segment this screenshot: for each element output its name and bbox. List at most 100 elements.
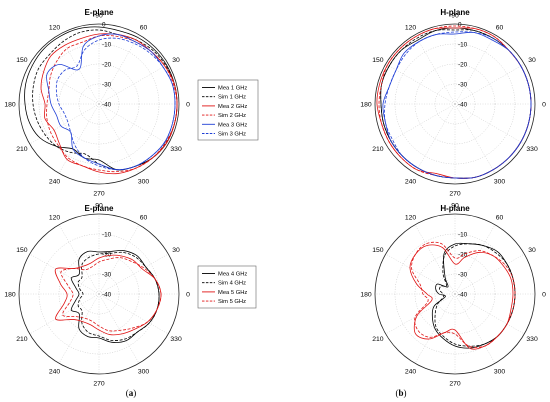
plot-title: H-plane — [440, 204, 470, 213]
angle-tick-label: 270 — [449, 380, 461, 387]
radial-tick-label: 0 — [102, 21, 106, 28]
radial-tick-label: -40 — [458, 291, 468, 298]
radial-tick-label: -30 — [458, 81, 468, 88]
series-line-sim-4-ghz — [434, 243, 516, 347]
angle-tick-label: 270 — [449, 190, 461, 197]
radial-tick-label: -10 — [102, 41, 112, 48]
legend-label: Mea 4 GHz — [218, 272, 247, 278]
legend: Mea 1 GHz Sim 1 GHz Mea 2 GHz Sim 2 GHz Mea … — [197, 79, 259, 141]
angle-tick-label: 0 — [186, 101, 190, 108]
polar-spoke — [98, 293, 169, 335]
series-line-sim-3-ghz — [384, 31, 532, 179]
polar-spoke — [454, 63, 525, 105]
polar-spoke — [454, 293, 525, 335]
legend-label: Sim 3 GHz — [218, 132, 246, 138]
series-line-mea-3-ghz — [46, 33, 176, 171]
legend-label: Sim 1 GHz — [218, 95, 246, 101]
polar-spoke — [385, 103, 456, 145]
polar-spoke — [454, 293, 496, 364]
subfigure-label-a: (a) — [126, 388, 137, 398]
angle-tick-label: 300 — [494, 368, 506, 375]
polar-spoke — [98, 34, 140, 105]
polar-spoke — [454, 103, 496, 174]
polar-spoke — [414, 34, 456, 105]
angle-tick-label: 150 — [16, 247, 28, 254]
angle-tick-labels: 0 30 60 90 120 150 180 210 240 270 300 330 — [4, 12, 190, 197]
series-line-sim-3-ghz — [55, 37, 176, 171]
radial-tick-label: -10 — [102, 231, 112, 238]
radial-tick-label: -40 — [102, 291, 112, 298]
angle-tick-labels: 0 30 60 90 120 150 180 210 240 270 300 330 — [360, 202, 546, 387]
series-curves — [24, 26, 178, 175]
radial-tick-labels: 0 -10 -20 -30 -40 — [458, 21, 468, 108]
polar-spoke — [29, 293, 100, 335]
angle-tick-label: 330 — [170, 336, 182, 343]
polar-grid — [18, 213, 180, 375]
polar-spoke — [454, 103, 525, 145]
angle-tick-label: 150 — [372, 247, 384, 254]
radial-tick-label: -40 — [458, 101, 468, 108]
polar-spoke — [414, 224, 456, 295]
angle-tick-label: 180 — [4, 101, 16, 108]
series-curves — [409, 241, 516, 350]
angle-tick-label: 270 — [93, 190, 105, 197]
polar-plot-h-plane-low-bands: H-plane 0306090120150180210240270300330 … — [360, 8, 546, 197]
angle-tick-label: 120 — [49, 214, 61, 221]
series-curves — [376, 25, 532, 179]
angle-tick-label: 150 — [372, 57, 384, 64]
polar-spoke — [98, 293, 140, 364]
radial-tick-labels: 0 -10 -20 -30 -40 — [102, 21, 112, 108]
angle-tick-label: 120 — [49, 24, 61, 31]
angle-tick-label: 30 — [172, 247, 180, 254]
angle-tick-label: 330 — [170, 146, 182, 153]
legend-label: Mea 1 GHz — [218, 86, 247, 92]
series-line-sim-5-ghz — [60, 257, 162, 332]
radial-tick-label: -40 — [102, 101, 112, 108]
polar-outer-ring — [18, 213, 180, 375]
polar-plot-e-plane-high-bands: E-plane 0306090120150180210240270300330 … — [4, 202, 257, 387]
angle-tick-label: 90 — [451, 202, 459, 209]
radial-tick-label: -30 — [102, 81, 112, 88]
radial-tick-label: -20 — [102, 61, 112, 68]
angle-tick-label: 300 — [494, 178, 506, 185]
polar-spoke — [29, 253, 100, 295]
angle-tick-label: 60 — [496, 24, 504, 31]
legend-box — [197, 79, 259, 141]
polar-plot-e-plane-low-bands: E-plane 0306090120150180210240270300330 … — [4, 8, 259, 197]
polar-spoke — [454, 224, 496, 295]
angle-tick-label: 270 — [93, 380, 105, 387]
angle-tick-label: 150 — [16, 57, 28, 64]
polar-spoke — [98, 103, 169, 145]
polar-spoke — [98, 253, 169, 295]
radial-tick-labels: -10 -20 -30 -40 — [102, 231, 112, 298]
angle-tick-label: 60 — [140, 24, 148, 31]
series-line-mea-1-ghz — [380, 27, 532, 179]
subfigure-label-b: (b) — [395, 388, 406, 398]
plot-title: H-plane — [440, 8, 470, 17]
angle-tick-label: 90 — [95, 202, 103, 209]
polar-outer-ring — [374, 23, 536, 185]
plot-title: E-plane — [85, 8, 114, 17]
angle-tick-label: 60 — [140, 214, 148, 221]
legend-label: Mea 3 GHz — [218, 122, 247, 128]
angle-tick-labels: 0 30 60 90 120 150 180 210 240 270 300 330 — [360, 12, 546, 197]
angle-tick-label: 120 — [405, 24, 417, 31]
angle-tick-label: 30 — [528, 57, 536, 64]
series-line-mea-5-ghz — [54, 254, 162, 336]
polar-spoke — [29, 103, 100, 145]
angle-tick-label: 180 — [4, 291, 16, 298]
polar-spoke — [385, 293, 456, 335]
angle-tick-label: 300 — [138, 178, 150, 185]
radial-tick-label: -30 — [458, 271, 468, 278]
polar-spoke — [414, 103, 456, 174]
angle-tick-label: 30 — [528, 247, 536, 254]
polar-spoke — [385, 63, 456, 105]
angle-tick-label: 240 — [405, 178, 417, 185]
polar-spoke — [385, 253, 456, 295]
radial-tick-label: 0 — [458, 21, 462, 28]
polar-spoke — [58, 103, 100, 174]
radial-tick-label: -20 — [458, 61, 468, 68]
radial-tick-label: -10 — [458, 231, 468, 238]
angle-tick-label: 180 — [360, 101, 372, 108]
polar-plot-h-plane-high-bands: H-plane 0306090120150180210240270300330 … — [360, 202, 546, 387]
